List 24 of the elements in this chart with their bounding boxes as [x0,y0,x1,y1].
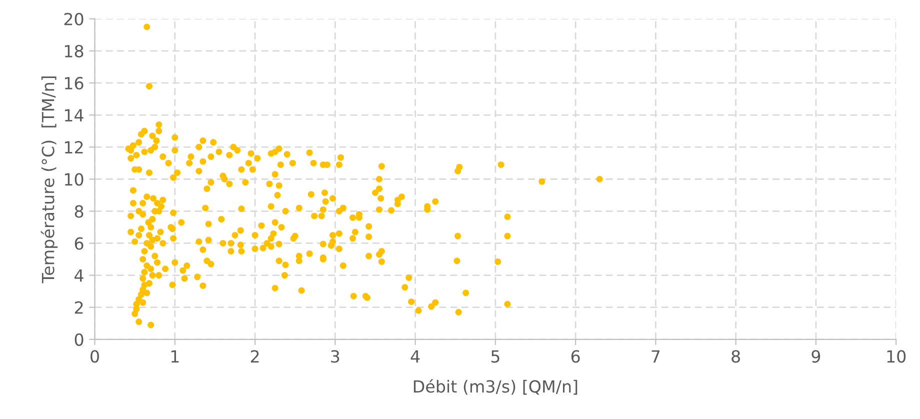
y-tick-label: 18 [64,44,84,58]
x-tick-label: 4 [410,350,420,362]
x-tick-label: 2 [250,350,259,362]
x-tick-label: 3 [331,350,340,363]
x-tick-label: 10 [887,350,906,363]
y-tick-label: 16 [64,76,84,90]
x-tick-label: 6 [571,350,580,363]
y-tick-label: 6 [74,237,84,250]
y-tick-label: 20 [64,12,84,26]
x-tick-label: 8 [732,350,740,363]
y-tick-label: 14 [64,109,84,122]
x-tick-label: 7 [652,350,660,362]
x-tick-label: 9 [812,350,820,363]
y-tick-label: 12 [64,141,83,154]
x-tick-label: 1 [171,350,179,362]
x-tick-label: 0 [90,350,99,363]
y-axis-title: Température (°C) [TM/n] [40,76,58,284]
y-tick-label: 0 [74,333,84,346]
y-tick-label: 8 [74,205,84,218]
y-tick-label: 4 [74,269,84,282]
y-tick-label: 10 [64,173,84,186]
y-tick-label: 2 [74,301,83,314]
x-tick-label: 5 [491,350,500,363]
x-axis-title: Débit (m3/s) [QM/n] [414,379,578,395]
